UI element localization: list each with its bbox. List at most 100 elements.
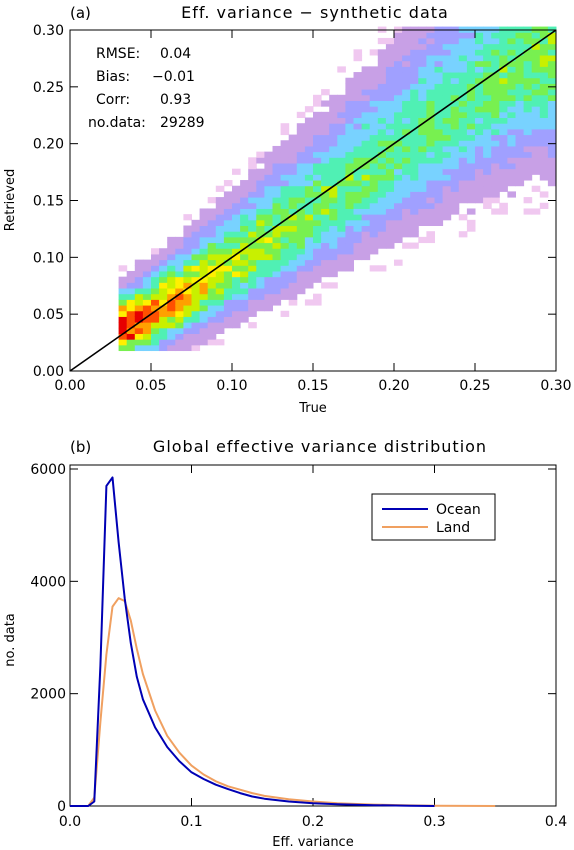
heatmap-cell (280, 151, 290, 158)
heatmap-cell (321, 117, 330, 124)
heatmap-cell (491, 89, 500, 96)
heatmap-cell (151, 248, 160, 255)
heatmap-cell (442, 72, 452, 79)
heatmap-cell (523, 106, 533, 113)
heatmap-cell (385, 94, 395, 101)
heatmap-cell (232, 282, 241, 289)
heatmap-cell (175, 236, 184, 244)
heatmap-cell (167, 236, 176, 244)
heatmap-cell (118, 265, 128, 272)
heatmap-cell (369, 219, 379, 227)
heatmap-cell (385, 60, 395, 67)
heatmap-cell (280, 265, 290, 272)
heatmap-cell (345, 145, 354, 153)
heatmap-cell (191, 236, 201, 244)
heatmap-cell (296, 191, 306, 198)
y-tick-label: 0 (57, 799, 66, 815)
heatmap-cell (223, 299, 233, 306)
heatmap-cell (321, 140, 330, 147)
heatmap-cell (345, 191, 354, 198)
heatmap-cell (329, 270, 338, 278)
heatmap-cell (499, 180, 508, 187)
heatmap-cell (499, 168, 508, 175)
heatmap-cell (434, 49, 444, 56)
heatmap-cell (232, 288, 241, 295)
heatmap-cell (353, 117, 363, 124)
heatmap-cell (483, 117, 492, 124)
heatmap-cell (394, 89, 403, 96)
heatmap-cell (361, 202, 371, 209)
heatmap-cell (118, 293, 128, 300)
heatmap-cell (240, 282, 249, 289)
heatmap-cell (426, 174, 435, 181)
heatmap-cell (466, 151, 476, 158)
x-tick-label: 0.0 (59, 814, 81, 830)
heatmap-cell (434, 32, 444, 39)
heatmap-cell (458, 168, 468, 175)
heatmap-cell (337, 219, 346, 227)
heatmap-cell (313, 145, 322, 153)
heatmap-cell (118, 310, 128, 317)
heatmap-cell (183, 305, 192, 312)
heatmap-cell (126, 270, 136, 278)
heatmap-cell (531, 100, 541, 107)
heatmap-cell (167, 327, 176, 334)
heatmap-cell (369, 265, 379, 272)
heatmap-cell (215, 270, 225, 278)
x-tick-label: 0.1 (180, 814, 202, 830)
heatmap-cell (450, 180, 460, 187)
heatmap-cell (313, 259, 322, 266)
heatmap-cell (369, 134, 379, 141)
heatmap-cell (475, 197, 484, 204)
heatmap-cell (321, 282, 330, 289)
heatmap-cell (280, 185, 290, 192)
heatmap-cell (313, 111, 322, 119)
heatmap-cell (232, 316, 241, 323)
heatmap-cell (402, 37, 411, 45)
heatmap-cell (475, 100, 484, 107)
heatmap-cell (483, 174, 492, 181)
heatmap-cell (191, 344, 201, 352)
heatmap-cell (321, 162, 330, 170)
heatmap-cell (126, 305, 136, 312)
heatmap-cell (483, 55, 492, 62)
heatmap-cell (304, 151, 314, 158)
heatmap-cell (418, 77, 427, 84)
heatmap-cell (264, 174, 273, 181)
heatmap-cell (507, 89, 516, 96)
heatmap-cell (539, 32, 549, 39)
heatmap-cell (507, 94, 516, 101)
heatmap-cell (434, 111, 444, 119)
heatmap-cell (450, 60, 460, 67)
heatmap-cell (329, 259, 338, 266)
heatmap-cell (418, 60, 427, 67)
heatmap-cell (499, 117, 508, 124)
heatmap-cell (475, 134, 484, 141)
heatmap-cell (321, 242, 330, 249)
heatmap-cell (483, 202, 492, 209)
heatmap-cell (191, 316, 201, 323)
heatmap-cell (272, 265, 282, 272)
heatmap-cell (547, 37, 557, 45)
heatmap-cell (191, 219, 201, 227)
heatmap-cell (126, 333, 136, 340)
heatmap-cell (442, 202, 452, 209)
heatmap-cell (394, 100, 403, 107)
heatmap-cell (547, 128, 557, 136)
heatmap-cell (288, 180, 298, 187)
heatmap-cell (280, 236, 290, 244)
heatmap-cell (369, 248, 379, 255)
heatmap-cell (377, 265, 387, 272)
heatmap-cell (547, 162, 557, 170)
legend: Ocean Land (371, 493, 496, 541)
heatmap-cell (442, 151, 452, 158)
heatmap-cell (418, 117, 427, 124)
heatmap-cell (410, 231, 419, 238)
stat-bias-value: −0.01 (152, 69, 195, 85)
heatmap-cell (385, 106, 395, 113)
heatmap-cell (329, 197, 338, 204)
heatmap-cell (256, 253, 265, 261)
heatmap-cell (361, 157, 371, 164)
heatmap-cell (499, 145, 508, 153)
heatmap-cell (191, 299, 201, 306)
